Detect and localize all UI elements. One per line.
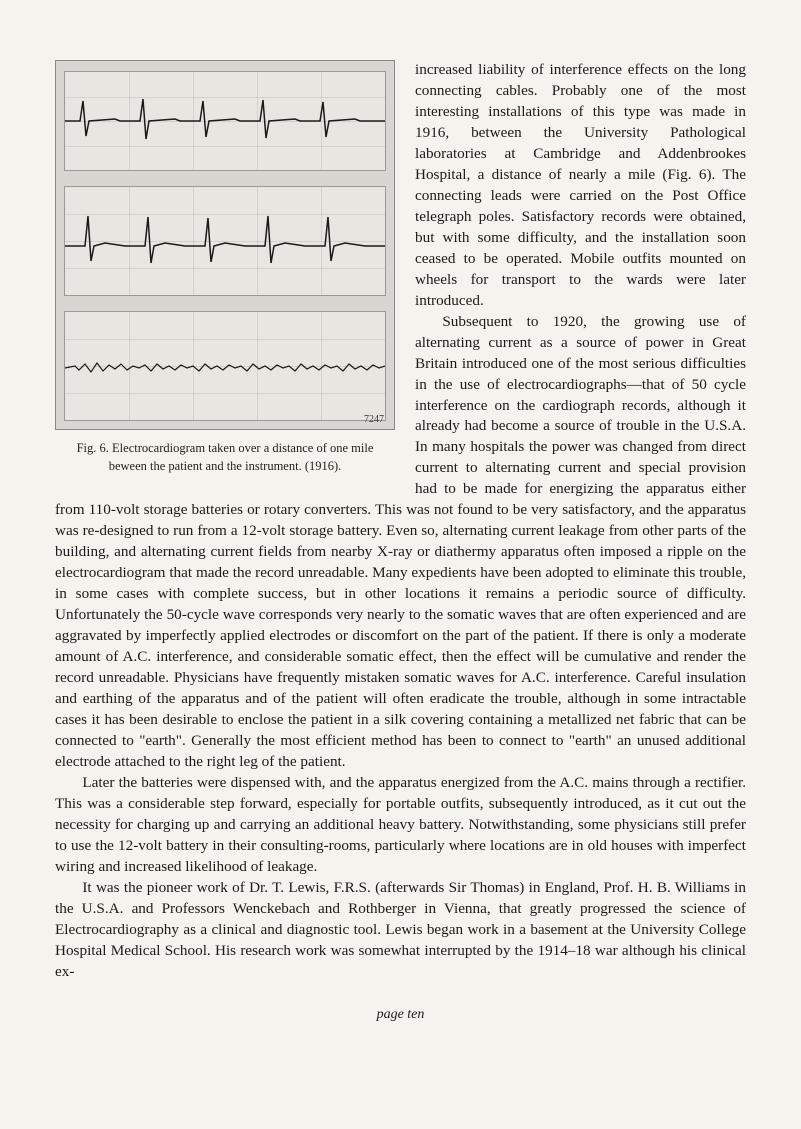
paragraph-3: Later the batteries were dispensed with,… — [55, 773, 746, 878]
ecg-trace — [65, 241, 385, 271]
page-content: 7247 Fig. 6. Electrocardiogram taken ove… — [55, 60, 746, 1023]
ecg-trace — [65, 121, 385, 151]
paragraph-4: It was the pioneer work of Dr. T. Lewis,… — [55, 878, 746, 983]
figure-caption: Fig. 6. Electrocardiogram taken over a d… — [55, 440, 395, 475]
ecg-strip-2 — [64, 186, 386, 296]
ecg-strip-3 — [64, 311, 386, 421]
ecg-strip-1 — [64, 71, 386, 171]
ecg-trace — [65, 366, 385, 396]
figure-block: 7247 Fig. 6. Electrocardiogram taken ove… — [55, 60, 395, 475]
page-footer: page ten — [55, 1007, 746, 1023]
figure-number-label: 7247 — [364, 414, 384, 425]
ecg-image: 7247 — [55, 60, 395, 430]
